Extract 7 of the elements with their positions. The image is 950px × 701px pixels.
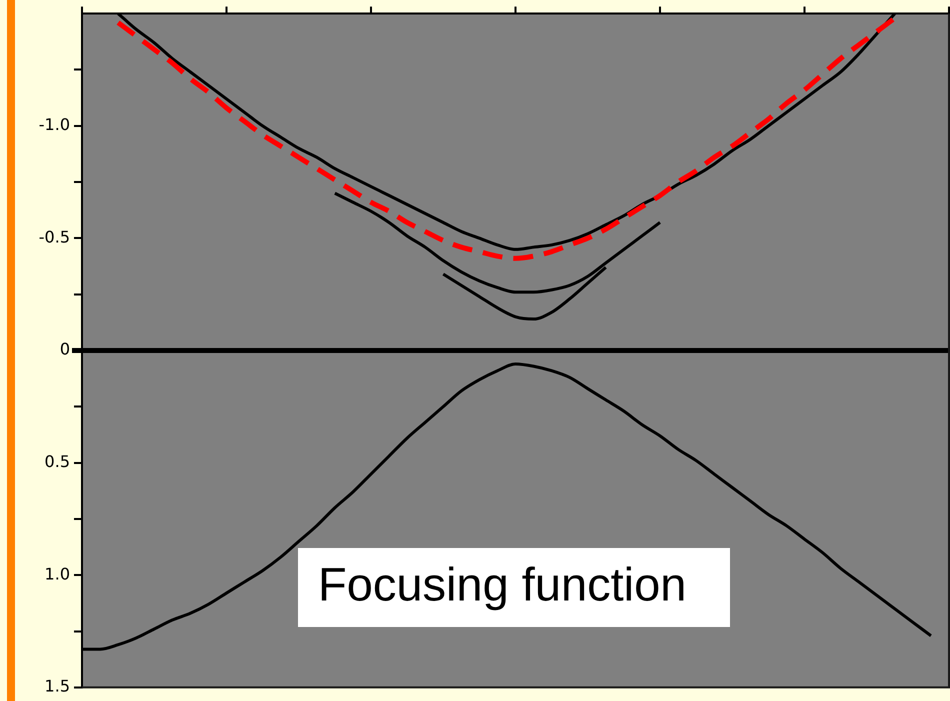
annotation: Focusing function bbox=[318, 557, 686, 610]
y-tick-label: 0.5 bbox=[44, 452, 70, 471]
y-tick-label: 1.5 bbox=[44, 676, 70, 696]
y-tick-label: 0 bbox=[60, 340, 70, 359]
y-tick-label: 1.0 bbox=[44, 564, 70, 584]
y-tick-label: -0.5 bbox=[38, 227, 70, 246]
y-tick-label: -1.0 bbox=[38, 115, 70, 134]
